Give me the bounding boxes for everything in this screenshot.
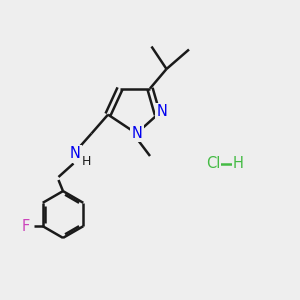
Text: Cl: Cl	[206, 156, 220, 171]
Text: N: N	[157, 104, 167, 119]
Text: F: F	[22, 219, 30, 234]
Text: H: H	[233, 156, 244, 171]
Text: N: N	[70, 146, 80, 161]
Text: H: H	[82, 154, 91, 168]
Text: N: N	[132, 126, 142, 141]
